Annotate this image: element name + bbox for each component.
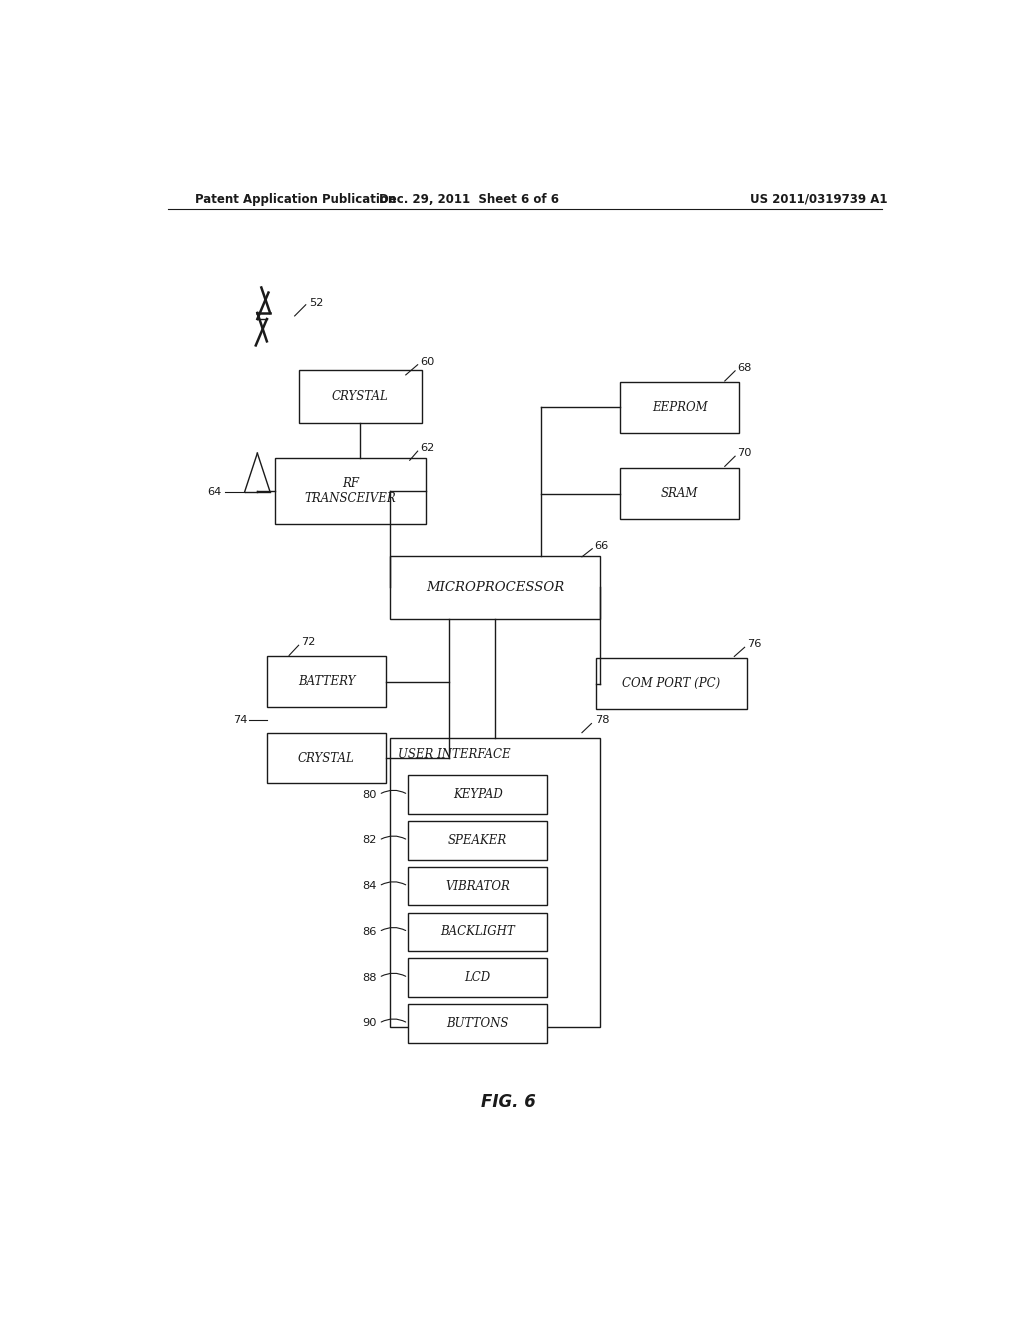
- Text: CRYSTAL: CRYSTAL: [298, 751, 354, 764]
- Text: Dec. 29, 2011  Sheet 6 of 6: Dec. 29, 2011 Sheet 6 of 6: [379, 193, 559, 206]
- FancyBboxPatch shape: [390, 556, 600, 619]
- Text: 88: 88: [361, 973, 377, 982]
- Text: BUTTONS: BUTTONS: [446, 1016, 509, 1030]
- FancyBboxPatch shape: [409, 821, 547, 859]
- Text: 68: 68: [737, 363, 752, 372]
- FancyBboxPatch shape: [267, 656, 386, 708]
- Text: BATTERY: BATTERY: [298, 676, 355, 688]
- Text: 72: 72: [301, 638, 315, 647]
- Text: 64: 64: [208, 487, 221, 496]
- Text: COM PORT (PC): COM PORT (PC): [623, 677, 721, 690]
- Text: 70: 70: [737, 449, 752, 458]
- FancyBboxPatch shape: [274, 458, 426, 524]
- Text: 78: 78: [595, 715, 609, 726]
- FancyBboxPatch shape: [390, 738, 600, 1027]
- FancyBboxPatch shape: [620, 469, 739, 519]
- Text: 86: 86: [362, 927, 377, 937]
- Text: LCD: LCD: [465, 972, 490, 985]
- FancyBboxPatch shape: [620, 381, 739, 433]
- Text: FIG. 6: FIG. 6: [481, 1093, 537, 1110]
- Text: 84: 84: [362, 882, 377, 891]
- Text: VIBRATOR: VIBRATOR: [445, 879, 510, 892]
- Text: MICROPROCESSOR: MICROPROCESSOR: [426, 581, 564, 594]
- Text: 52: 52: [309, 298, 324, 308]
- Text: BACKLIGHT: BACKLIGHT: [440, 925, 515, 939]
- FancyBboxPatch shape: [409, 867, 547, 906]
- Text: 82: 82: [362, 836, 377, 845]
- Text: 60: 60: [420, 356, 434, 367]
- Text: 66: 66: [595, 541, 609, 550]
- Text: US 2011/0319739 A1: US 2011/0319739 A1: [750, 193, 887, 206]
- FancyBboxPatch shape: [267, 733, 386, 784]
- Text: 80: 80: [361, 789, 377, 800]
- FancyBboxPatch shape: [409, 958, 547, 997]
- FancyBboxPatch shape: [409, 1005, 547, 1043]
- Text: 90: 90: [361, 1018, 377, 1028]
- Text: 74: 74: [232, 715, 247, 726]
- Text: Patent Application Publication: Patent Application Publication: [196, 193, 396, 206]
- Text: KEYPAD: KEYPAD: [453, 788, 503, 801]
- FancyBboxPatch shape: [409, 775, 547, 814]
- Text: CRYSTAL: CRYSTAL: [332, 389, 388, 403]
- Text: EEPROM: EEPROM: [651, 401, 708, 414]
- Text: 76: 76: [748, 639, 762, 649]
- FancyBboxPatch shape: [299, 370, 422, 422]
- FancyBboxPatch shape: [409, 912, 547, 952]
- FancyBboxPatch shape: [596, 659, 748, 709]
- Text: USER INTERFACE: USER INTERFACE: [397, 747, 510, 760]
- Text: RF
TRANSCEIVER: RF TRANSCEIVER: [304, 478, 396, 506]
- Text: SPEAKER: SPEAKER: [447, 834, 507, 847]
- Text: 62: 62: [420, 444, 434, 453]
- Text: SRAM: SRAM: [660, 487, 698, 500]
